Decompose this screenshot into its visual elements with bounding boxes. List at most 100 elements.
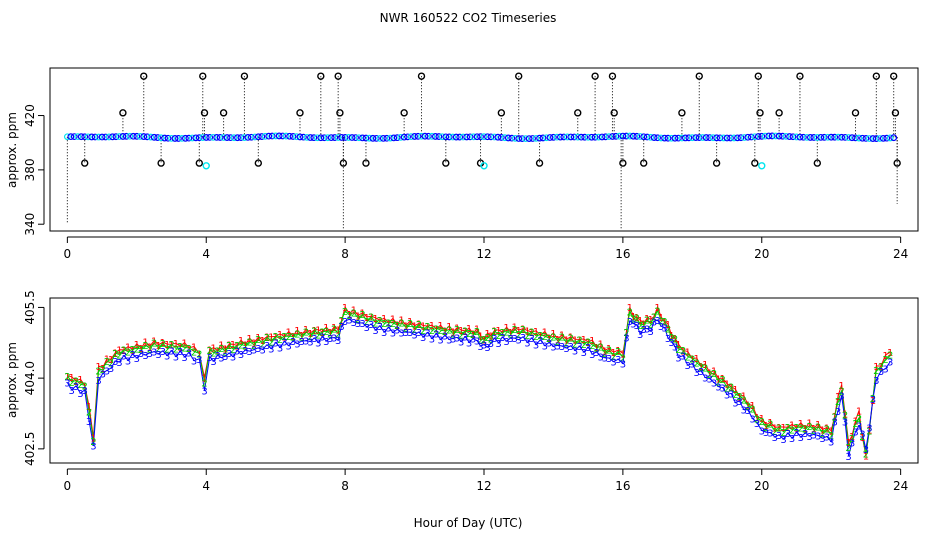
top-flag-point [240, 72, 249, 80]
bottom-series-marker-1: 1 [420, 322, 426, 333]
top-data-point [681, 134, 689, 142]
top-main-series [63, 132, 898, 143]
bottom-series-marker-1: 1 [524, 327, 530, 338]
bottom-series-marker-1: 1 [870, 396, 876, 407]
bottom-series-marker-2: 2 [648, 320, 654, 331]
bottom-series-marker-2: 2 [331, 325, 337, 336]
top-data-point [327, 134, 335, 142]
bottom-series-marker-3: 3 [450, 334, 456, 345]
bottom-y-axis: 402.5 404.0 405.5 [23, 290, 45, 466]
bottom-series-marker-3: 3 [407, 328, 413, 339]
top-data-point [508, 134, 516, 142]
bottom-series-marker-3: 3 [470, 335, 476, 346]
bottom-series-marker-3: 3 [849, 439, 855, 450]
bottom-series-marker-3: 3 [507, 334, 513, 345]
bottom-series-marker-2: 2 [77, 380, 83, 391]
bottom-series-marker-1: 1 [759, 414, 765, 425]
top-data-point [789, 133, 797, 141]
bottom-series-line-2 [66, 309, 891, 454]
bottom-series-marker-2: 2 [754, 415, 760, 426]
top-data-point [188, 134, 196, 142]
bottom-series-marker-1: 1 [819, 426, 825, 437]
top-data-point [310, 134, 318, 142]
bottom-series-marker-1: 1 [377, 316, 383, 327]
top-data-point [629, 132, 637, 140]
bottom-series-marker-3: 3 [290, 337, 296, 348]
bottom-series-marker-3: 3 [759, 427, 765, 438]
bottom-series-marker-3: 3 [685, 361, 691, 372]
bottom-series-marker-2: 2 [311, 326, 317, 337]
bottom-series-marker-1: 1 [882, 351, 888, 362]
bottom-series-marker-1: 1 [745, 401, 751, 412]
bottom-series-marker-3: 3 [454, 333, 460, 344]
bottom-series-marker-3: 3 [168, 347, 174, 358]
bottom-series-marker-2: 2 [634, 313, 640, 324]
top-data-point [70, 133, 78, 141]
bottom-series-marker-2: 2 [319, 328, 325, 339]
bottom-series-marker-1: 1 [715, 375, 721, 386]
top-data-point [741, 134, 748, 141]
top-data-point [852, 134, 859, 142]
bottom-series-marker-2: 2 [767, 420, 773, 431]
bottom-series-marker-3: 3 [327, 334, 333, 345]
bottom-series-marker-2: 2 [450, 330, 456, 341]
bottom-series-marker-3: 3 [335, 336, 341, 347]
bottom-series-marker-2: 2 [90, 437, 96, 448]
bottom-series-marker-3: 3 [346, 315, 352, 326]
bottom-series-marker-1: 1 [364, 313, 370, 324]
bottom-series-marker-3: 3 [64, 379, 70, 390]
bottom-series-marker-2: 2 [201, 378, 207, 389]
top-flag-point [497, 109, 506, 117]
bottom-series-marker-2: 2 [689, 354, 695, 365]
bottom-series-marker-1: 1 [665, 320, 671, 331]
bottom-series-marker-2: 2 [589, 341, 595, 352]
top-data-point [331, 134, 339, 141]
bottom-series-marker-1: 1 [815, 420, 821, 431]
bottom-series-marker-2: 2 [845, 443, 851, 454]
top-data-point [161, 134, 168, 142]
top-data-point [484, 133, 491, 141]
bottom-series-marker-2: 2 [299, 333, 305, 344]
top-flag-point [336, 109, 344, 117]
top-flag-point [678, 109, 686, 117]
top-flag-point [775, 109, 783, 117]
bottom-series-marker-2: 2 [407, 319, 413, 330]
top-data-point [109, 133, 116, 141]
top-data-point [504, 134, 512, 142]
bottom-series-marker-2: 2 [108, 359, 114, 370]
bottom-series-marker-2: 2 [512, 325, 518, 336]
bottom-series-marker-1: 1 [214, 347, 220, 358]
bottom-series-marker-3: 3 [524, 338, 530, 349]
top-data-point [723, 134, 731, 142]
bottom-series-marker-1: 1 [512, 323, 518, 334]
bottom-series-marker-3: 3 [870, 395, 876, 406]
bottom-series-marker-3: 3 [331, 334, 337, 345]
bottom-series-marker-2: 2 [273, 332, 279, 343]
top-data-point [293, 133, 300, 141]
bottom-series-marker-3: 3 [218, 354, 224, 365]
bottom-series-marker-2: 2 [390, 319, 396, 330]
top-data-point [546, 134, 554, 141]
bottom-series-marker-3: 3 [707, 375, 713, 386]
bottom-series-marker-2: 2 [581, 340, 587, 351]
top-data-point [425, 132, 432, 140]
bottom-series-marker-3: 3 [495, 339, 501, 350]
bottom-series-marker-1: 1 [835, 392, 841, 403]
bottom-series-marker-1: 1 [507, 328, 513, 339]
bottom-series-marker-3: 3 [319, 333, 325, 344]
top-flag-point [317, 72, 325, 80]
bottom-series-marker-3: 3 [623, 334, 629, 345]
bottom-series-marker-1: 1 [856, 407, 862, 418]
bottom-series-marker-3: 3 [702, 374, 708, 385]
bottom-series-marker-1: 1 [866, 426, 872, 437]
bottom-series-marker-3: 3 [342, 317, 348, 328]
top-data-point [348, 134, 356, 141]
bottom-series-marker-3: 3 [82, 386, 88, 397]
bottom-series-marker-1: 1 [637, 316, 643, 327]
top-data-point [230, 134, 238, 142]
bottom-series-marker-1: 1 [563, 335, 569, 346]
top-data-point [223, 134, 231, 141]
bottom-series-marker-1: 1 [658, 313, 664, 324]
top-flag-point [515, 72, 523, 80]
bottom-series-marker-1: 1 [355, 312, 361, 323]
